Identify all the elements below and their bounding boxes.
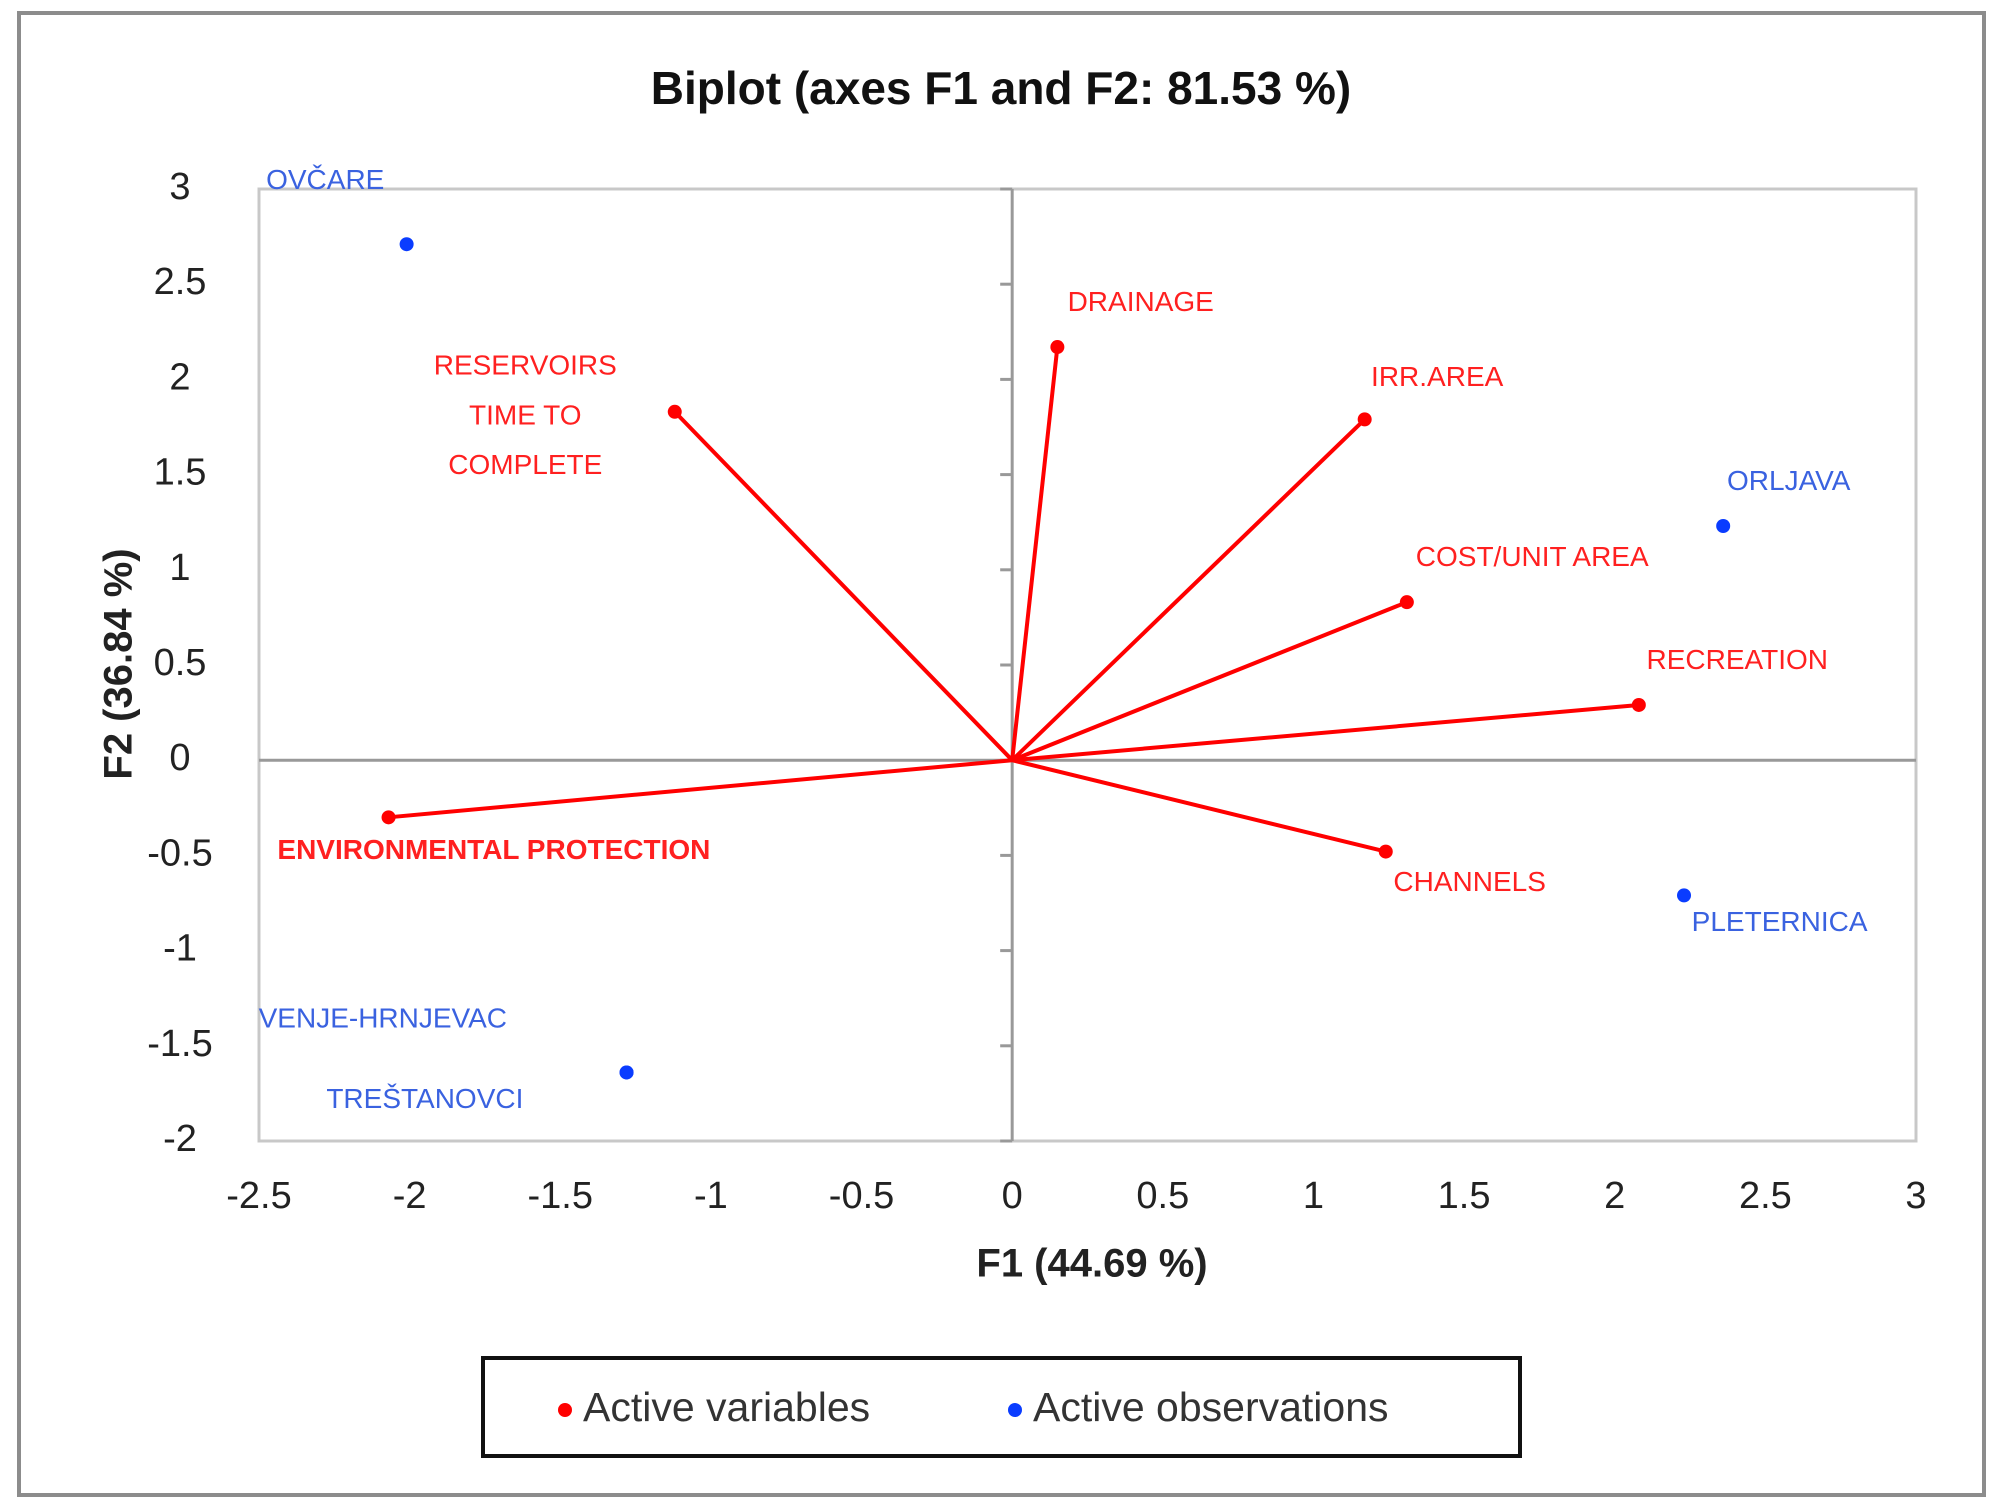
point — [619, 1065, 634, 1080]
variable-vector — [1011, 600, 1408, 763]
point-label: TIME TO — [469, 399, 582, 430]
variable-vector — [1011, 758, 1387, 854]
point-label: DRAINAGE — [1068, 286, 1214, 317]
x-tick-label: -2.5 — [226, 1175, 291, 1217]
variable-vector — [388, 758, 1013, 820]
point — [381, 810, 396, 825]
variable-vector — [1012, 702, 1640, 763]
legend-marker — [1008, 1403, 1022, 1417]
point-label: COST/UNIT AREA — [1416, 541, 1649, 572]
point-label: PLETERNICA — [1692, 906, 1868, 937]
y-tick-label: 1 — [169, 547, 190, 589]
y-tick-label: 0.5 — [154, 642, 207, 684]
point-label: OVČARE — [266, 164, 384, 195]
y-tick-label: 3 — [169, 166, 190, 208]
variable-vector — [673, 410, 1014, 762]
y-tick-label: 0 — [169, 737, 190, 779]
point-label: ENVIRONMENTAL PROTECTION — [277, 834, 710, 865]
x-tick-label: 2 — [1604, 1175, 1625, 1217]
x-tick-label: 0 — [1002, 1175, 1023, 1217]
point — [1357, 412, 1372, 427]
variable-vector — [1010, 417, 1367, 762]
point-label: VENJE-HRNJEVAC — [259, 1002, 507, 1033]
legend-label: Active observations — [1033, 1384, 1389, 1430]
x-tick-label: -2 — [393, 1175, 427, 1217]
point — [1716, 519, 1731, 534]
x-tick-label: -0.5 — [829, 1175, 894, 1217]
point-label: RECREATION — [1646, 644, 1828, 675]
x-tick-label: 3 — [1905, 1175, 1926, 1217]
y-tick-label: -1 — [163, 928, 197, 970]
legend-marker — [558, 1403, 572, 1417]
y-tick-label: 2 — [169, 356, 190, 398]
y-axis-label: F2 (36.84 %) — [97, 548, 141, 779]
point — [1399, 595, 1414, 610]
point — [399, 237, 414, 252]
y-tick-label: 1.5 — [154, 452, 207, 494]
point-label: ORLJAVA — [1727, 465, 1851, 496]
x-tick-label: 1.5 — [1438, 1175, 1491, 1217]
x-tick-label: 2.5 — [1739, 1175, 1792, 1217]
point-label: COMPLETE — [448, 449, 602, 480]
point — [1631, 697, 1646, 712]
variable-vector — [1010, 346, 1060, 761]
x-tick-label: -1.5 — [528, 1175, 593, 1217]
legend-box — [481, 1356, 1522, 1458]
outer-frame — [17, 11, 1986, 1497]
plot-frame — [257, 187, 1918, 1143]
x-tick-label: 1 — [1303, 1175, 1324, 1217]
y-tick-label: 2.5 — [154, 261, 207, 303]
legend-label: Active variables — [583, 1384, 870, 1430]
chart-title: Biplot (axes F1 and F2: 81.53 %) — [651, 62, 1351, 114]
point — [667, 404, 682, 419]
point-label: CHANNELS — [1393, 866, 1545, 897]
point-label: TREŠTANOVCI — [326, 1083, 523, 1114]
point — [1378, 844, 1393, 859]
y-tick-label: -0.5 — [147, 832, 212, 874]
point — [1677, 888, 1692, 903]
x-axis-label: F1 (44.69 %) — [976, 1242, 1207, 1286]
y-tick-label: -1.5 — [147, 1023, 212, 1065]
y-tick-label: -2 — [163, 1118, 197, 1160]
point-label: IRR.AREA — [1371, 361, 1504, 392]
point-label: RESERVOIRS — [434, 349, 617, 380]
point — [1050, 340, 1065, 355]
x-tick-label: -1 — [694, 1175, 728, 1217]
x-tick-label: 0.5 — [1136, 1175, 1189, 1217]
